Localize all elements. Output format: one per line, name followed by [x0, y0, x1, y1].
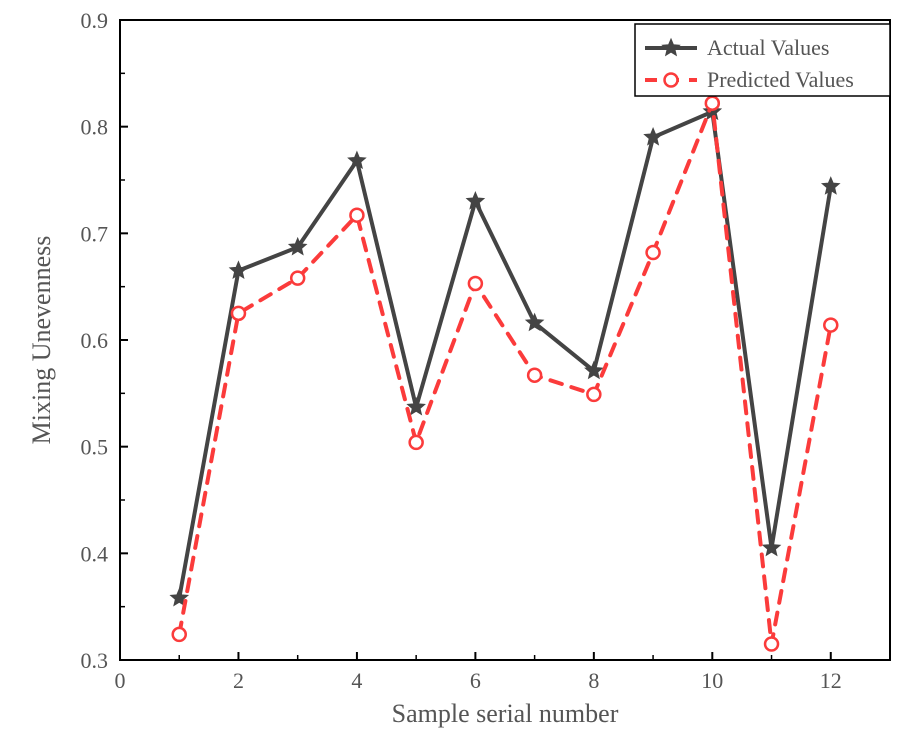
- marker-circle: [528, 369, 541, 382]
- x-tick-label: 2: [233, 668, 244, 693]
- y-tick-label: 0.4: [81, 541, 109, 566]
- y-tick-label: 0.6: [81, 328, 109, 353]
- y-axis-label: Mixing Unevenness: [27, 236, 56, 445]
- y-tick-label: 0.8: [81, 115, 109, 140]
- y-tick-label: 0.3: [81, 648, 109, 673]
- legend-label: Actual Values: [707, 35, 829, 60]
- legend-label: Predicted Values: [707, 67, 854, 92]
- x-tick-label: 10: [701, 668, 723, 693]
- x-tick-label: 12: [820, 668, 842, 693]
- marker-circle: [350, 209, 363, 222]
- y-tick-label: 0.9: [81, 8, 109, 33]
- marker-circle: [824, 319, 837, 332]
- marker-circle: [706, 97, 719, 110]
- line-chart: 0 2 4 6 8 10 12 0.3 0.4 0.5 0.6 0.7 0.8 0.9 Sample ser…: [0, 0, 917, 750]
- marker-circle: [173, 628, 186, 641]
- x-tick-label: 8: [588, 668, 599, 693]
- marker-circle: [469, 277, 482, 290]
- x-tick-label: 0: [115, 668, 126, 693]
- marker-circle: [232, 307, 245, 320]
- x-tick-label: 4: [351, 668, 362, 693]
- marker-circle: [647, 246, 660, 259]
- marker-circle: [765, 638, 778, 651]
- y-tick-label: 0.7: [81, 221, 109, 246]
- marker-circle: [587, 388, 600, 401]
- marker-circle: [410, 436, 423, 449]
- x-axis-label: Sample serial number: [392, 699, 619, 728]
- x-tick-label: 6: [470, 668, 481, 693]
- marker-circle: [291, 272, 304, 285]
- y-tick-label: 0.5: [81, 435, 109, 460]
